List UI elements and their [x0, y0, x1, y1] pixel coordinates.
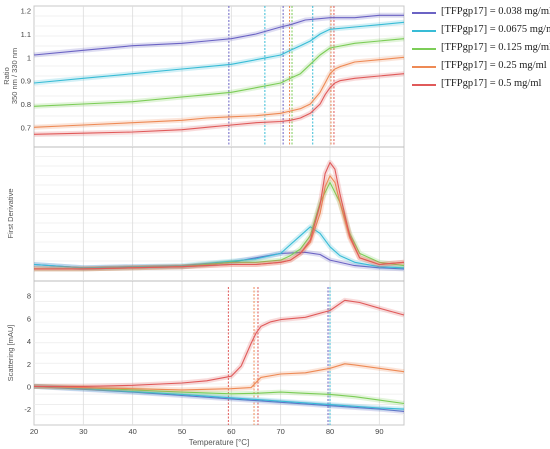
series-line — [33, 385, 405, 412]
series-line — [34, 299, 405, 387]
x-tick-label: 80 — [326, 427, 334, 436]
series-line — [34, 161, 405, 270]
series-line — [33, 56, 405, 128]
x-axis-label: Temperature [°C] — [189, 438, 250, 447]
y-tick-label: 0.7 — [21, 123, 31, 132]
series-line — [33, 385, 405, 405]
x-tick-label: 90 — [375, 427, 383, 436]
series-line — [33, 363, 405, 391]
y-tick-label: 0.9 — [21, 77, 31, 86]
panel-scattering: -2 0 2 4 6 8 Scattering [mAU] 20 30 40 50 60 70 80 90 T… — [6, 280, 405, 447]
y-tick-label: 2 — [27, 360, 31, 369]
y-tick-label: 1.2 — [21, 7, 31, 16]
legend-swatch — [412, 30, 436, 32]
y-tick-label: 4 — [27, 337, 31, 346]
series-line — [33, 73, 405, 135]
legend-label: [TFPgp17] = 0.038 mg/ml — [441, 6, 550, 17]
x-tick-label: 40 — [128, 427, 136, 436]
series-line — [33, 14, 404, 56]
y-axis-label: Ratio — [2, 67, 11, 85]
x-tick-label: 20 — [30, 427, 38, 436]
x-tick-label: 50 — [178, 427, 186, 436]
legend-item: [TFPgp17] = 0.25 mg/ml — [412, 60, 548, 74]
legend-item: [TFPgp17] = 0.0675 mg/ml — [412, 24, 550, 38]
x-tick-label: 70 — [276, 427, 284, 436]
legend-label: [TFPgp17] = 0.25 mg/ml — [441, 60, 547, 71]
legend-swatch — [412, 84, 436, 86]
panel-first-derivative: First Derivative — [6, 146, 405, 280]
x-tick-label: 60 — [227, 427, 235, 436]
legend-label: [TFPgp17] = 0.125 mg/ml — [441, 42, 550, 53]
legend-swatch — [412, 12, 436, 14]
series-line — [33, 385, 405, 410]
y-tick-label: -2 — [24, 405, 31, 414]
panel-ratio: 0.7 0.8 0.9 1 1.1 1.2 Ratio 350 nm / 330 nm — [2, 6, 405, 146]
y-axis-label: First Derivative — [6, 188, 15, 238]
y-tick-label: 1 — [27, 53, 31, 62]
series-line — [33, 226, 405, 269]
legend-item: [TFPgp17] = 0.5 mg/ml — [412, 78, 548, 92]
y-axis-label: 350 nm / 330 nm — [10, 48, 19, 104]
y-tick-label: 6 — [27, 314, 31, 323]
legend: [TFPgp17] = 0.038 mg/ml [TFPgp17] = 0.06… — [412, 6, 550, 96]
legend-swatch — [412, 66, 436, 68]
series-line — [33, 38, 405, 107]
legend-item: [TFPgp17] = 0.038 mg/ml — [412, 6, 550, 20]
y-tick-label: 8 — [27, 292, 31, 301]
y-axis-label: Scattering [mAU] — [6, 325, 15, 382]
y-tick-label: 0.8 — [21, 100, 31, 109]
series-line — [33, 21, 405, 84]
legend-swatch — [412, 48, 436, 50]
y-tick-label: 1.1 — [21, 30, 31, 39]
y-tick-label: 0 — [27, 382, 31, 391]
legend-label: [TFPgp17] = 0.5 mg/ml — [441, 78, 542, 89]
x-tick-label: 30 — [79, 427, 87, 436]
legend-label: [TFPgp17] = 0.0675 mg/ml — [441, 24, 550, 35]
legend-item: [TFPgp17] = 0.125 mg/ml — [412, 42, 550, 56]
